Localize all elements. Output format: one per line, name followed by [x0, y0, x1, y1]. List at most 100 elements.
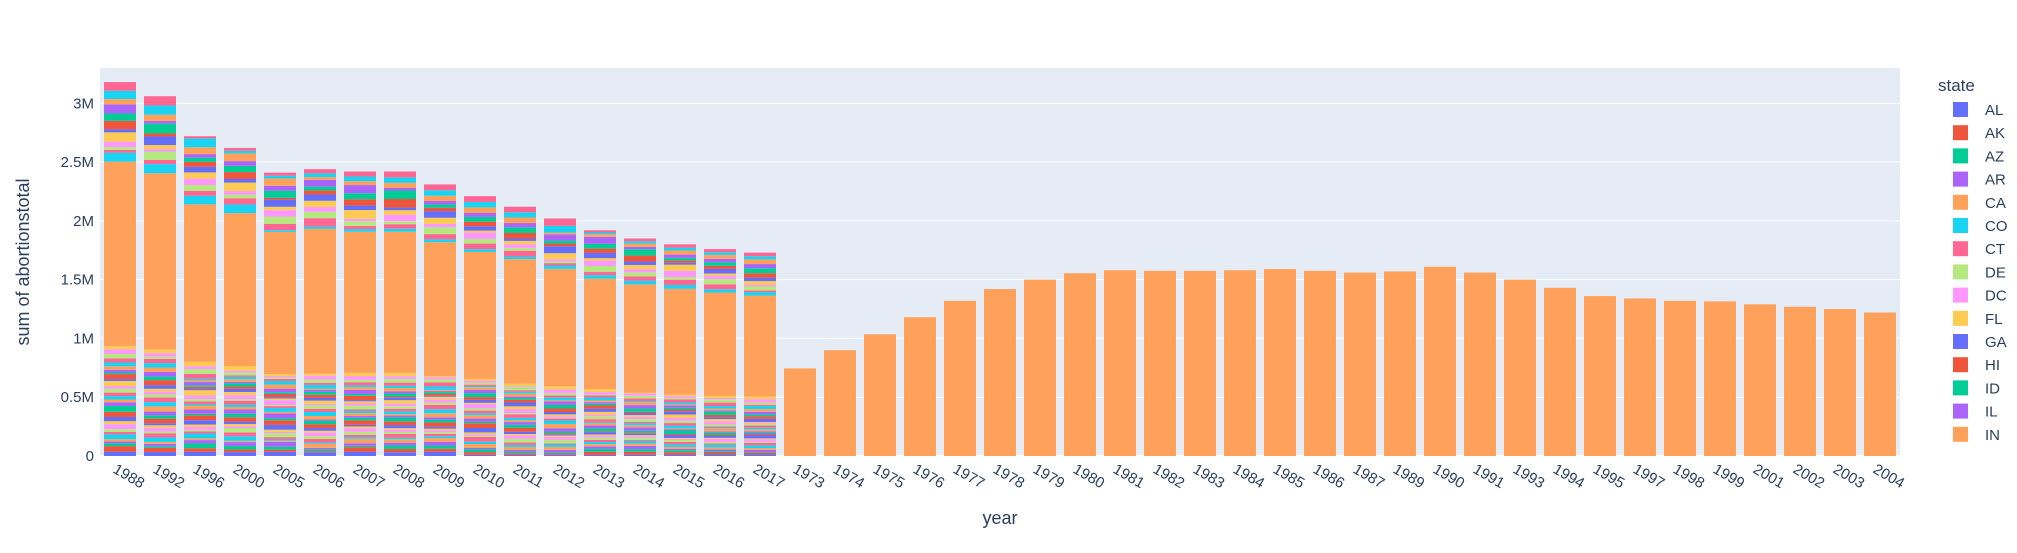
bar-segment[interactable]: [304, 442, 336, 444]
bar-segment[interactable]: [144, 418, 176, 424]
legend-item-label[interactable]: HI: [1985, 357, 2000, 374]
bar-segment[interactable]: [624, 280, 656, 285]
bar-segment[interactable]: [144, 406, 176, 412]
bar-segment[interactable]: [344, 176, 376, 182]
bar-segment[interactable]: [504, 414, 536, 418]
bar-segment[interactable]: [744, 448, 776, 450]
bar-segment[interactable]: [184, 399, 216, 402]
bar-segment[interactable]: [664, 444, 696, 447]
bar-segment[interactable]: [304, 405, 336, 409]
legend-item-label[interactable]: GA: [1985, 334, 2007, 351]
legend-swatch[interactable]: [1953, 148, 1968, 164]
bar-segment[interactable]: [344, 382, 376, 386]
bar-segment[interactable]: [224, 381, 256, 384]
bar-segment[interactable]: [264, 199, 296, 207]
bar-segment[interactable]: [304, 420, 336, 425]
legend-item-label[interactable]: AZ: [1985, 148, 2004, 165]
bar-segment[interactable]: [664, 407, 696, 410]
bar-segment[interactable]: [744, 421, 776, 424]
bar-segment[interactable]: [544, 395, 576, 398]
bar-segment-ca[interactable]: [384, 231, 416, 373]
bar-segment[interactable]: [224, 400, 256, 405]
bar-segment[interactable]: [704, 258, 736, 263]
bar-segment[interactable]: [704, 252, 736, 255]
bar-segment[interactable]: [544, 234, 576, 241]
bar-segment[interactable]: [744, 435, 776, 439]
bar-segment[interactable]: [744, 423, 776, 426]
bar-segment[interactable]: [224, 445, 256, 450]
bar-segment[interactable]: [504, 427, 536, 432]
bar-segment[interactable]: [424, 436, 456, 439]
bar-segment[interactable]: [704, 249, 736, 253]
bar-segment[interactable]: [544, 232, 576, 235]
bar-segment[interactable]: [264, 413, 296, 419]
bar-segment[interactable]: [464, 421, 496, 424]
legend-swatch[interactable]: [1953, 287, 1968, 303]
bar-segment[interactable]: [304, 428, 336, 431]
bar-segment[interactable]: [1104, 270, 1136, 456]
bar-segment[interactable]: [584, 271, 616, 276]
bar-segment[interactable]: [264, 190, 296, 198]
bar-segment[interactable]: [344, 413, 376, 417]
bar-segment[interactable]: [624, 449, 656, 452]
bar-segment[interactable]: [344, 400, 376, 402]
bar-segment[interactable]: [184, 426, 216, 430]
bar-segment[interactable]: [664, 434, 696, 438]
bar-segment[interactable]: [584, 448, 616, 452]
bar-segment[interactable]: [704, 447, 736, 450]
bar-segment[interactable]: [704, 434, 736, 437]
bar-segment[interactable]: [264, 408, 296, 412]
bar-segment[interactable]: [264, 210, 296, 217]
bar-segment[interactable]: [384, 442, 416, 446]
bar-segment[interactable]: [104, 380, 136, 387]
bar-segment[interactable]: [104, 374, 136, 380]
bar-segment[interactable]: [424, 426, 456, 429]
bar-segment[interactable]: [704, 451, 736, 453]
bar-segment[interactable]: [344, 447, 376, 452]
bar-segment[interactable]: [1784, 306, 1816, 456]
bar-segment[interactable]: [104, 358, 136, 363]
bar-segment-ca[interactable]: [304, 228, 336, 374]
bar-segment[interactable]: [264, 424, 296, 430]
bar-segment[interactable]: [664, 414, 696, 418]
bar-segment[interactable]: [344, 229, 376, 232]
bar-segment[interactable]: [664, 420, 696, 424]
bar-segment[interactable]: [264, 388, 296, 393]
bar-segment-ca[interactable]: [664, 288, 696, 395]
bar-segment[interactable]: [544, 411, 576, 415]
bar-segment[interactable]: [584, 454, 616, 456]
bar-segment[interactable]: [424, 190, 456, 196]
bar-segment[interactable]: [384, 372, 416, 377]
bar-segment[interactable]: [224, 204, 256, 214]
bar-segment[interactable]: [744, 438, 776, 440]
bar-segment[interactable]: [144, 441, 176, 444]
bar-segment[interactable]: [184, 390, 216, 396]
bar-segment[interactable]: [624, 435, 656, 437]
bar-segment[interactable]: [184, 369, 216, 374]
bar-segment[interactable]: [384, 224, 416, 229]
bar-segment[interactable]: [584, 428, 616, 432]
bar-segment-ca[interactable]: [744, 295, 776, 397]
bar-segment[interactable]: [144, 136, 176, 146]
bar-segment[interactable]: [504, 453, 536, 455]
bar-segment[interactable]: [744, 402, 776, 405]
bar-segment[interactable]: [104, 402, 136, 406]
bar-segment[interactable]: [264, 431, 296, 434]
bar-segment[interactable]: [1224, 270, 1256, 456]
bar-segment[interactable]: [344, 393, 376, 396]
bar-segment[interactable]: [184, 166, 216, 173]
bar-segment[interactable]: [624, 246, 656, 250]
bar-segment[interactable]: [624, 269, 656, 273]
bar-segment[interactable]: [464, 404, 496, 409]
bar-segment[interactable]: [664, 452, 696, 455]
bar-segment[interactable]: [1264, 269, 1296, 456]
bar-segment[interactable]: [624, 423, 656, 426]
bar-segment[interactable]: [744, 396, 776, 400]
bar-segment[interactable]: [224, 388, 256, 393]
bar-segment[interactable]: [704, 395, 736, 399]
bar-segment[interactable]: [624, 415, 656, 417]
bar-segment[interactable]: [104, 104, 136, 114]
bar-segment[interactable]: [744, 427, 776, 430]
bar-segment[interactable]: [744, 411, 776, 415]
bar-segment[interactable]: [744, 292, 776, 296]
